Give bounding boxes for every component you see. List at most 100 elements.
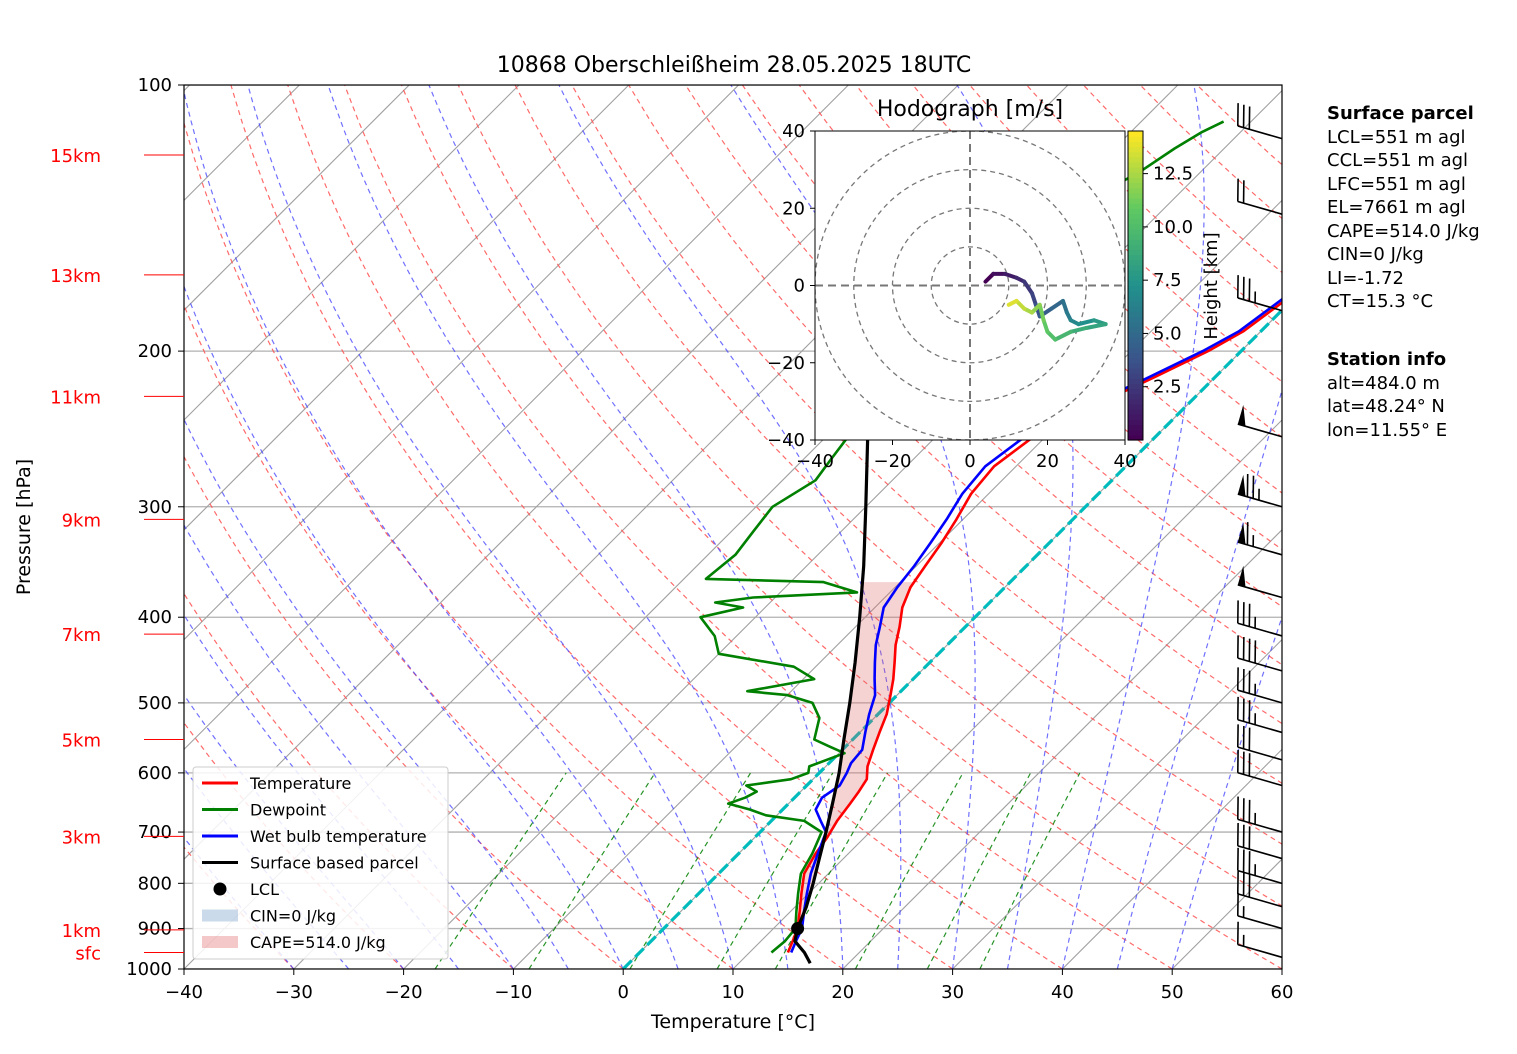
x-tick-label: −20 — [385, 982, 423, 1003]
hodograph-segment — [1049, 298, 1065, 311]
colorbar-step — [1128, 300, 1143, 307]
colorbar-step — [1128, 187, 1143, 194]
wind-barb — [1236, 635, 1283, 672]
hodograph-segment — [1022, 279, 1034, 296]
x-tick-label: −10 — [494, 982, 532, 1003]
mixing-ratio-line — [434, 772, 567, 969]
colorbar-step — [1128, 228, 1143, 235]
wind-barb — [1236, 847, 1283, 885]
mixing-ratio-line — [926, 772, 1032, 969]
colorbar-step — [1128, 306, 1143, 312]
hodograph-title: Hodograph [m/s] — [877, 97, 1063, 122]
isotherm-line — [732, 419, 1282, 969]
colorbar-tick-label: 10.0 — [1153, 217, 1193, 238]
height-label: 1km — [62, 921, 101, 942]
colorbar-step — [1128, 172, 1143, 178]
wind-barb — [1236, 823, 1283, 860]
wind-barb — [1236, 749, 1283, 787]
colorbar-step — [1128, 367, 1143, 374]
surface-parcel-header: Surface parcel — [1327, 103, 1474, 124]
parcel-cape: CAPE=514.0 J/kg — [1327, 220, 1480, 242]
height-label: 7km — [62, 625, 101, 646]
dry-adiabat — [184, 121, 844, 969]
hodo-y-tick-label: 20 — [782, 198, 805, 219]
station-lat: lat=48.24° N — [1327, 396, 1445, 417]
hodo-y-tick-label: −40 — [767, 430, 805, 451]
legend-label: CAPE=514.0 J/kg — [250, 933, 386, 952]
wind-barb — [1236, 178, 1283, 215]
moist-adiabat — [428, 85, 844, 969]
y-tick-label: 200 — [138, 341, 172, 362]
moist-adiabat — [1116, 388, 1282, 969]
hodo-y-tick-label: −20 — [767, 353, 805, 374]
colorbar-step — [1128, 383, 1143, 390]
hodograph-ring — [853, 168, 1087, 403]
colorbar-step — [1128, 254, 1143, 261]
hodograph-segment — [1002, 271, 1019, 280]
dry-adiabat — [184, 303, 734, 969]
surface-parcel-panel: Surface parcel LCL=551 m agl CCL=551 m a… — [1327, 102, 1480, 314]
parcel-li: LI=-1.72 — [1327, 267, 1404, 289]
x-tick-label: 10 — [722, 982, 745, 1003]
colorbar-step — [1128, 429, 1143, 436]
x-tick-label: 20 — [831, 982, 854, 1003]
parcel-lfc: LFC=551 m agl — [1327, 173, 1466, 195]
colorbar-step — [1128, 244, 1143, 251]
colorbar-tick-label: 7.5 — [1153, 270, 1182, 291]
legend: Temperature Dewpoint Wet bulb temperature S… — [192, 766, 449, 960]
hodo-x-tick-label: −40 — [796, 451, 834, 472]
legend-label: Wet bulb temperature — [250, 827, 427, 846]
hodograph-segment — [1006, 298, 1019, 307]
legend-item: Wet bulb temperature — [202, 827, 427, 846]
isotherm-line — [842, 529, 1282, 969]
y-tick-label: 500 — [138, 693, 172, 714]
colorbar-step — [1128, 326, 1143, 333]
isotherm-line — [952, 638, 1282, 969]
height-label: 11km — [50, 387, 101, 408]
colorbar-step — [1128, 409, 1143, 415]
colorbar-step — [1128, 208, 1143, 214]
colorbar-step — [1128, 357, 1143, 364]
y-tick-label: 800 — [138, 873, 172, 894]
moist-adiabat — [184, 418, 569, 969]
colorbar-step — [1128, 321, 1143, 328]
parcel-lcl: LCL=551 m agl — [1327, 126, 1466, 148]
hodograph-segment — [1061, 298, 1069, 315]
isotherm-line — [184, 85, 630, 531]
colorbar-step — [1128, 264, 1143, 271]
dry-adiabat — [514, 85, 1282, 845]
colorbar-step — [1128, 419, 1143, 426]
colorbar-step — [1128, 167, 1143, 173]
x-axis-label: Temperature [°C] — [650, 1011, 815, 1033]
hodograph-segment — [1053, 329, 1073, 342]
legend-item: Surface based parcel — [202, 854, 419, 873]
mixing-ratio-line — [716, 772, 834, 969]
legend-item: CAPE=514.0 J/kg — [202, 933, 386, 952]
colorbar-step — [1128, 285, 1143, 292]
legend-label: Surface based parcel — [250, 854, 419, 873]
wind-barb — [1236, 893, 1283, 930]
y-axis-label: Pressure [hPa] — [13, 459, 35, 595]
colorbar-step — [1128, 311, 1143, 317]
moist-adiabat — [184, 284, 624, 969]
wind-barb — [1236, 796, 1283, 833]
y-tick-label: 600 — [138, 763, 172, 784]
dry-adiabat — [184, 455, 624, 969]
hodograph-segment — [1041, 318, 1050, 334]
y-tick-label: 1000 — [126, 959, 172, 980]
hodo-y-tick-label: 40 — [782, 121, 805, 142]
moist-adiabat — [1171, 615, 1282, 969]
moist-adiabat — [184, 89, 679, 969]
colorbar-step — [1128, 280, 1143, 287]
lcl-marker — [791, 922, 805, 936]
isotherm-line — [184, 85, 739, 641]
legend-label: Dewpoint — [250, 801, 326, 820]
wind-barb — [1237, 404, 1283, 438]
colorbar-tick-label: 12.5 — [1153, 164, 1193, 185]
legend-item: CIN=0 J/kg — [202, 907, 336, 926]
isotherm-line — [513, 199, 1282, 969]
colorbar-step — [1128, 182, 1143, 189]
colorbar-step — [1128, 197, 1143, 204]
mixing-ratio-line — [774, 772, 889, 969]
hodo-y-tick-label: 0 — [794, 276, 805, 297]
